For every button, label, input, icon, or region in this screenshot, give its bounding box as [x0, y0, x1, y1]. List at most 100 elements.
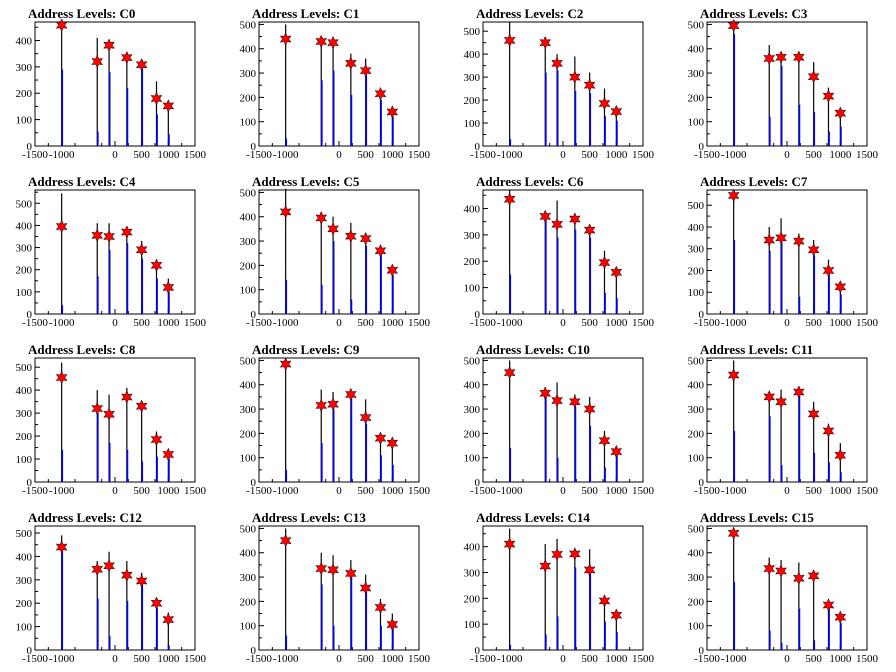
y-tick-label: 0 [27, 477, 33, 489]
chart-panel-c5: Address Levels: C5 0 100 200 300 400 500 -1500-… [240, 174, 431, 329]
x-tick-label: 0 [112, 317, 118, 329]
y-tick-label: 400 [688, 222, 705, 234]
star-marker [539, 386, 552, 401]
plot-frame [258, 525, 420, 651]
x-tick-label: 500 [357, 485, 374, 497]
plot-frame [706, 189, 868, 315]
x-tick-label: 1000 [157, 653, 180, 665]
star-marker [344, 387, 357, 402]
chart-title: Address Levels: C4 [28, 174, 136, 189]
star-marker [775, 564, 787, 578]
star-marker [150, 596, 163, 611]
y-tick-label: 200 [16, 88, 33, 100]
y-tick-label: 300 [240, 236, 257, 248]
x-tick-label: 1500 [632, 653, 655, 665]
x-tick-label: 0 [560, 485, 566, 497]
star-marker [539, 35, 552, 50]
x-tick-label: 1500 [856, 485, 879, 497]
star-marker [568, 394, 581, 409]
x-tick-label: -1000 [721, 317, 747, 329]
star-marker [598, 433, 611, 448]
y-tick-label: 0 [251, 309, 257, 321]
star-marker [610, 608, 623, 622]
star-marker [775, 231, 787, 245]
y-tick-label: 100 [464, 619, 481, 631]
x-tick-label: -1500 [22, 485, 48, 497]
x-tick-label: 1500 [856, 653, 879, 665]
star-marker [727, 18, 740, 33]
y-tick-label: 200 [688, 428, 705, 440]
y-tick-label: 0 [27, 309, 33, 321]
x-tick-label: 1000 [605, 653, 628, 665]
star-marker [103, 558, 115, 573]
x-tick-label: 1000 [381, 653, 404, 665]
y-tick-label: 300 [16, 243, 33, 255]
star-marker [822, 89, 835, 103]
star-marker [91, 54, 104, 69]
y-tick-label: 500 [688, 355, 705, 367]
y-tick-label: 100 [464, 453, 481, 465]
star-marker [763, 561, 776, 576]
star-marker [551, 56, 563, 71]
chart-panel-c2: Address Levels: C2 0 100 200 300 400 500 -1500-… [464, 6, 655, 161]
y-tick-label: 200 [464, 256, 481, 268]
star-marker [55, 18, 68, 32]
x-tick-label: -1000 [497, 317, 523, 329]
star-marker [150, 432, 163, 447]
star-marker [150, 258, 163, 273]
x-tick-label: 0 [560, 653, 566, 665]
star-marker [727, 526, 740, 541]
x-tick-label: 1500 [632, 149, 655, 161]
star-marker [539, 559, 552, 573]
y-tick-label: 200 [464, 593, 481, 605]
y-tick-label: 500 [240, 523, 257, 535]
star-marker [610, 104, 623, 119]
y-tick-label: 300 [464, 568, 481, 580]
y-tick-label: 0 [27, 141, 33, 153]
x-tick-label: -1500 [246, 485, 272, 497]
y-tick-label: 100 [240, 453, 257, 465]
star-marker [792, 234, 805, 248]
star-marker [359, 410, 372, 425]
chart-title: Address Levels: C14 [476, 510, 590, 525]
x-tick-label: -1000 [721, 485, 747, 497]
x-tick-label: 0 [112, 149, 118, 161]
chart-panel-c3: Address Levels: C3 0 100 200 300 400 500 -1500-… [688, 6, 879, 161]
chart-title: Address Levels: C0 [28, 6, 135, 21]
star-marker [359, 231, 372, 246]
star-marker [598, 255, 611, 270]
y-tick-label: 100 [688, 287, 705, 299]
x-tick-label: 500 [805, 485, 822, 497]
star-marker [327, 562, 339, 577]
star-marker [120, 50, 133, 65]
chart-title: Address Levels: C6 [476, 174, 584, 189]
x-tick-label: 500 [581, 653, 598, 665]
star-marker [150, 91, 163, 106]
chart-title: Address Levels: C2 [476, 6, 583, 21]
y-tick-label: 300 [464, 404, 481, 416]
star-marker [598, 594, 611, 608]
y-tick-label: 400 [240, 548, 257, 560]
x-tick-label: -1000 [273, 317, 299, 329]
x-tick-label: -1500 [22, 149, 48, 161]
star-marker [503, 537, 516, 551]
star-marker [327, 222, 339, 236]
chart-panel-c13: Address Levels: C13 0 100 200 300 400 500 -1500… [240, 510, 431, 665]
y-tick-label: 400 [464, 203, 481, 215]
x-tick-label: 1500 [408, 485, 431, 497]
star-marker [763, 390, 776, 404]
chart-title: Address Levels: C11 [700, 342, 813, 357]
x-tick-label: 1000 [829, 485, 852, 497]
y-tick-label: 0 [251, 645, 257, 657]
y-tick-label: 300 [240, 572, 257, 584]
x-tick-label: 0 [336, 149, 342, 161]
plot-frame [258, 357, 420, 483]
x-tick-label: 1500 [856, 149, 879, 161]
y-tick-label: 500 [16, 362, 33, 374]
y-tick-label: 0 [475, 645, 481, 657]
x-tick-label: -1500 [694, 149, 720, 161]
y-tick-label: 300 [16, 575, 33, 587]
x-tick-label: -1000 [721, 653, 747, 665]
x-tick-label: 500 [357, 317, 374, 329]
y-tick-label: 400 [688, 548, 705, 560]
